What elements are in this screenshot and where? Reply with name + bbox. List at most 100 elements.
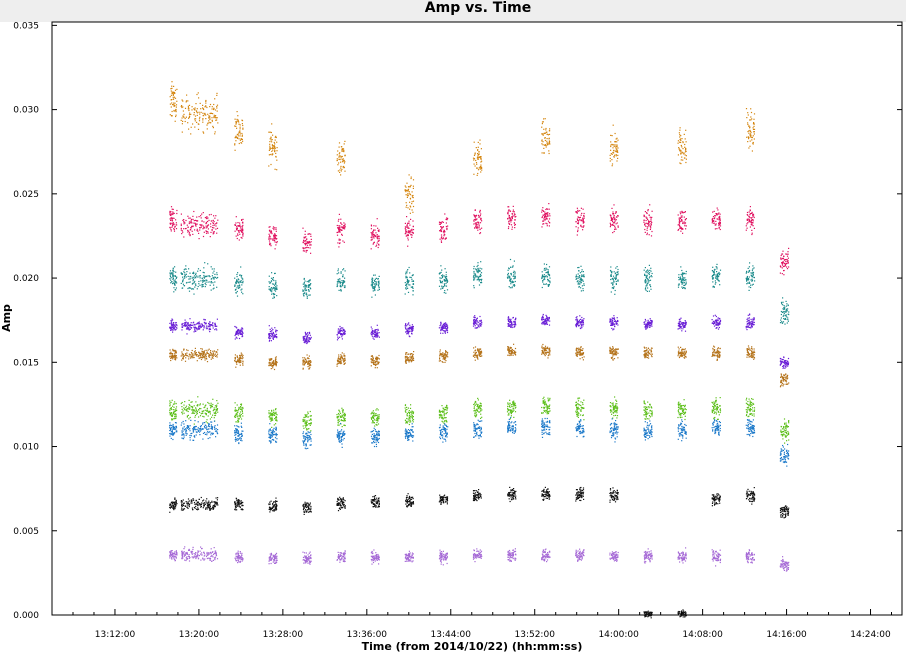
data-point <box>445 328 447 330</box>
data-point <box>680 163 682 165</box>
data-point <box>787 257 789 259</box>
data-point <box>474 153 476 155</box>
data-point <box>476 354 478 356</box>
data-point <box>714 224 716 226</box>
data-point <box>610 318 612 320</box>
data-point <box>344 358 346 360</box>
data-point <box>182 287 184 289</box>
data-point <box>441 325 443 328</box>
data-point <box>649 325 651 327</box>
data-point <box>753 318 755 320</box>
data-point <box>378 282 380 284</box>
data-point <box>405 206 407 208</box>
data-point <box>541 318 543 320</box>
data-point <box>405 273 407 275</box>
data-point <box>575 211 577 213</box>
data-point <box>211 354 213 356</box>
data-point <box>237 361 239 363</box>
data-point <box>546 315 548 317</box>
data-point <box>370 334 373 336</box>
data-point <box>440 230 442 233</box>
data-point <box>182 358 184 360</box>
data-point <box>509 279 511 281</box>
data-point <box>786 253 788 255</box>
data-point <box>785 260 787 263</box>
data-point <box>237 329 239 331</box>
data-point <box>170 213 172 215</box>
data-point <box>549 222 551 224</box>
data-point <box>616 160 618 162</box>
data-point <box>212 352 214 354</box>
data-point <box>513 276 516 278</box>
data-point <box>514 323 516 325</box>
data-point <box>169 353 171 355</box>
data-point <box>611 218 613 220</box>
data-point <box>541 323 543 325</box>
data-point <box>474 349 477 351</box>
data-point <box>272 331 274 334</box>
data-point <box>785 310 787 312</box>
data-point <box>616 145 618 147</box>
data-point <box>677 328 679 330</box>
data-point <box>204 359 206 361</box>
data-point <box>715 274 717 276</box>
data-point <box>202 352 204 354</box>
data-point <box>717 273 719 275</box>
data-point <box>479 273 482 275</box>
data-point <box>405 284 408 286</box>
data-point <box>212 113 214 115</box>
data-point <box>188 222 190 225</box>
data-point <box>237 272 239 274</box>
data-point <box>577 322 579 324</box>
data-point <box>169 274 171 276</box>
data-point <box>340 359 342 361</box>
data-point <box>339 228 341 230</box>
data-point <box>340 362 342 364</box>
data-point <box>193 275 196 277</box>
data-point <box>242 233 244 235</box>
data-point <box>541 209 543 211</box>
data-point <box>341 155 343 158</box>
data-point <box>189 281 191 283</box>
data-point <box>412 194 414 197</box>
data-point <box>217 276 219 279</box>
data-point <box>439 355 441 357</box>
data-point <box>542 281 544 283</box>
data-point <box>175 222 177 224</box>
data-point <box>275 238 277 240</box>
data-point <box>511 226 513 228</box>
data-point <box>171 318 173 320</box>
data-point <box>684 223 686 225</box>
data-point <box>212 127 214 129</box>
data-point <box>406 358 408 360</box>
data-point <box>610 134 612 136</box>
data-point <box>172 276 174 278</box>
data-point <box>207 220 209 223</box>
data-point <box>200 354 202 356</box>
data-point <box>576 218 578 220</box>
data-point <box>477 348 479 350</box>
data-point <box>304 288 306 290</box>
data-point <box>237 282 239 284</box>
data-point <box>616 148 618 150</box>
data-point <box>479 232 481 235</box>
data-point <box>181 323 183 325</box>
data-point <box>509 346 511 348</box>
data-point <box>378 236 380 238</box>
data-point <box>204 276 206 278</box>
data-point <box>614 325 616 327</box>
data-point <box>185 268 187 270</box>
data-point <box>409 212 411 214</box>
data-point <box>404 357 406 359</box>
data-point <box>439 277 441 279</box>
data-point <box>711 220 714 223</box>
data-point <box>445 330 447 332</box>
data-point <box>678 219 680 221</box>
data-point <box>441 236 443 238</box>
data-point <box>274 290 277 292</box>
data-point <box>276 337 278 339</box>
data-point <box>212 327 214 329</box>
data-point <box>406 278 408 280</box>
data-point <box>240 356 242 358</box>
data-point <box>581 269 583 271</box>
